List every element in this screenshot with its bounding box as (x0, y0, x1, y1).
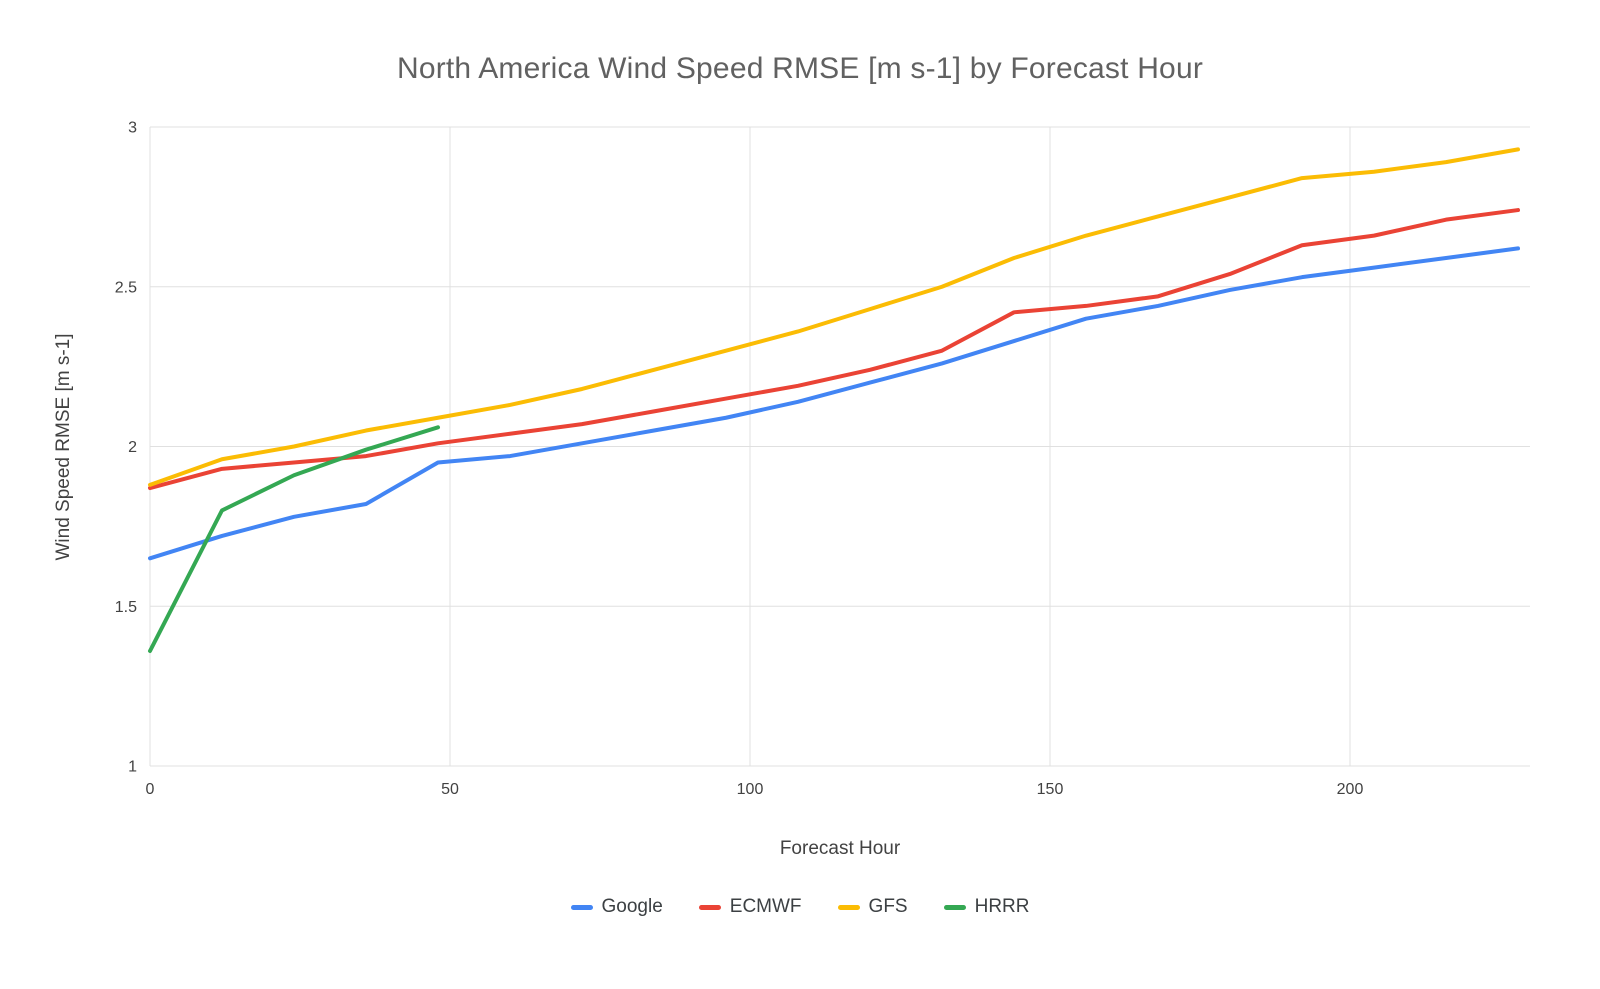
legend: Google ECMWF GFS HRRR (0, 896, 1600, 918)
y-tick-label: 1 (128, 759, 137, 776)
legend-swatch-ecmwf (698, 904, 721, 910)
x-tick-label: 150 (1037, 781, 1064, 798)
legend-item-gfs: GFS (837, 896, 908, 918)
x-tick-label: 200 (1337, 781, 1364, 798)
legend-item-hrrr: HRRR (943, 896, 1030, 918)
y-axis-title: Wind Speed RMSE [m s-1] (53, 333, 74, 561)
series-line-ecmwf (148, 208, 1520, 491)
series-line-google (148, 246, 1520, 561)
y-tick-label: 1.5 (115, 599, 137, 616)
x-tick-label: 100 (737, 781, 764, 798)
legend-label: ECMWF (729, 896, 802, 917)
legend-swatch-hrrr (943, 904, 966, 910)
legend-item-ecmwf: ECMWF (698, 896, 802, 918)
legend-label: HRRR (974, 896, 1030, 917)
chart-title: North America Wind Speed RMSE [m s-1] by… (396, 52, 1204, 85)
legend-item-google: Google (570, 896, 663, 918)
y-tick-label: 2.5 (115, 279, 137, 296)
x-tick-label: 50 (441, 781, 459, 798)
y-tick-label: 2 (128, 439, 137, 456)
x-axis-title: Forecast Hour (779, 838, 901, 859)
series-line-hrrr (148, 425, 440, 653)
legend-label: GFS (868, 896, 908, 917)
legend-label: Google (601, 896, 663, 917)
series-line-gfs (148, 147, 1520, 487)
legend-swatch-google (570, 904, 593, 910)
legend-swatch-gfs (837, 904, 860, 910)
x-tick-label: 0 (146, 781, 155, 798)
y-tick-label: 3 (128, 120, 137, 137)
